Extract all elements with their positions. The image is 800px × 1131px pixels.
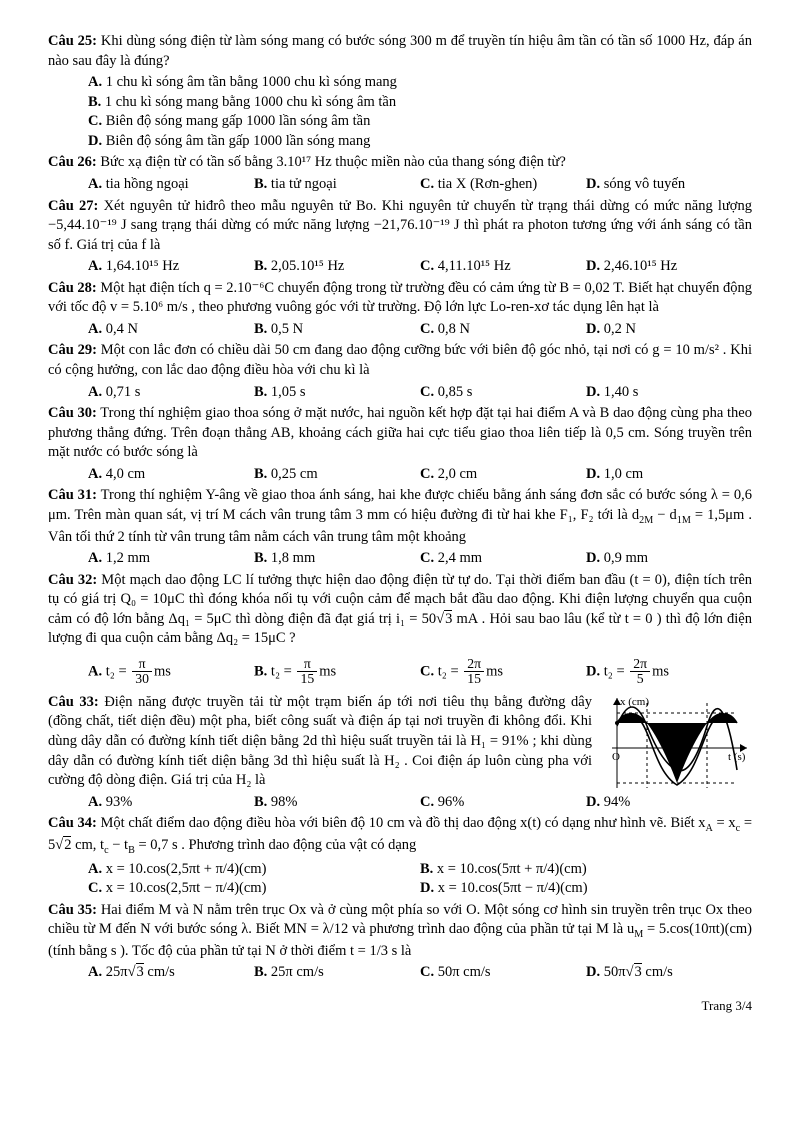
q30-opts: A. 4,0 cm B. 0,25 cm C. 2,0 cm D. 1,0 cm (48, 465, 752, 485)
q34: Câu 34: Một chất điểm dao động điều hòa … (48, 814, 752, 857)
q31: Câu 31: Trong thí nghiệm Y-âng về giao t… (48, 486, 752, 547)
q29: Câu 29: Một con lắc đơn có chiều dài 50 … (48, 341, 752, 380)
q34-opts: A. x = 10.cos(2,5πt + π/4)(cm) B. x = 10… (48, 860, 752, 899)
q26-opts: A. tia hồng ngoại B. tia tử ngoại C. tia… (48, 175, 752, 195)
q25-body: Khi dùng sóng điện từ làm sóng mang có b… (48, 33, 752, 69)
q33: Câu 33: Điện năng được truyền tải từ một… (48, 693, 592, 791)
q25-opts: A. 1 chu kì sóng âm tần bằng 1000 chu kì… (48, 73, 752, 151)
svg-text:O: O (612, 751, 620, 763)
svg-text:t (s): t (s) (728, 751, 746, 763)
q33-row: Câu 33: Điện năng được truyền tải từ một… (48, 693, 752, 793)
q28-opts: A. 0,4 N B. 0,5 N C. 0,8 N D. 0,2 N (48, 320, 752, 340)
page-number: Trang 3/4 (48, 997, 752, 1015)
q25-head: Câu 25: (48, 33, 97, 49)
q26: Câu 26: Bức xạ điện từ có tần số bằng 3.… (48, 153, 752, 173)
sine-figure: O x (cm) t (s) (602, 693, 752, 793)
svg-text:x (cm): x (cm) (620, 696, 649, 708)
q29-opts: A. 0,71 s B. 1,05 s C. 0,85 s D. 1,40 s (48, 383, 752, 403)
q27-opts: A. 1,64.10¹⁵ Hz B. 2,05.10¹⁵ Hz C. 4,11.… (48, 257, 752, 277)
q35: Câu 35: Hai điểm M và N nằm trên trục Ox… (48, 901, 752, 962)
q33-opts: A. 93% B. 98% C. 96% D. 94% (48, 793, 752, 813)
q32-opts: A. t₂ = π30ms B. t₂ = π15ms C. t₂ = 2π15… (48, 651, 752, 691)
q27: Câu 27: Xét nguyên tử hiđrô theo mẫu ngu… (48, 197, 752, 256)
q28: Câu 28: Một hạt điện tích q = 2.10⁻⁶C ch… (48, 279, 752, 318)
q32: Câu 32: Một mạch dao động LC lí tưởng th… (48, 571, 752, 649)
q30: Câu 30: Trong thí nghiệm giao thoa sóng … (48, 404, 752, 463)
q35-opts: A. 25π√3 cm/s B. 25π cm/s C. 50π cm/s D.… (48, 963, 752, 983)
q31-opts: A. 1,2 mm B. 1,8 mm C. 2,4 mm D. 0,9 mm (48, 549, 752, 569)
q25: Câu 25: Khi dùng sóng điện từ làm sóng m… (48, 32, 752, 71)
